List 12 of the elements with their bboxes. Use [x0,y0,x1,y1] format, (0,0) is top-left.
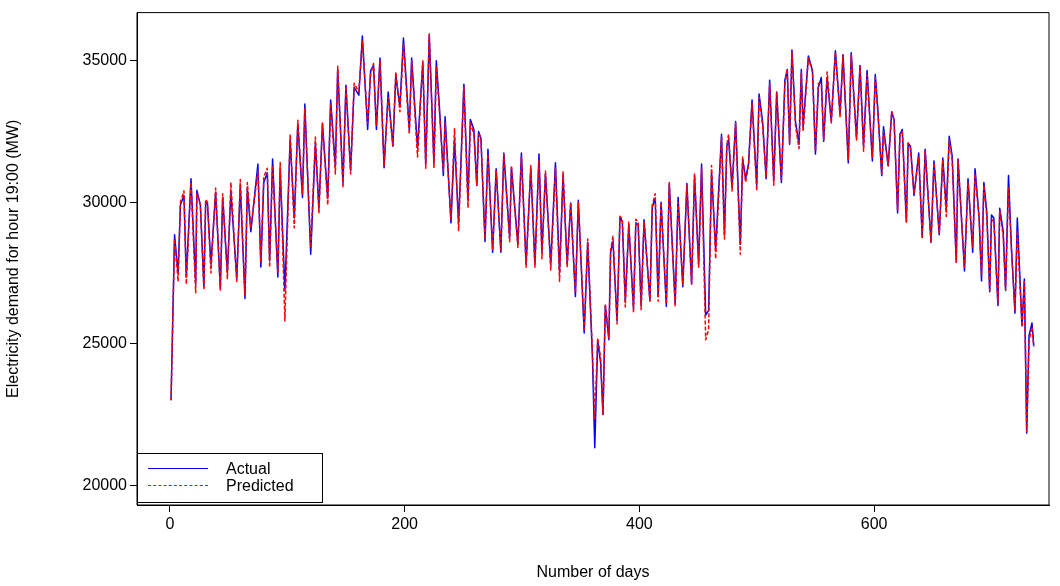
legend-label: Actual [226,459,271,477]
x-tick-label: 400 [626,515,653,533]
x-axis-title: Number of days [536,562,650,580]
x-tick-label: 600 [860,515,888,533]
x-tick-label: 0 [165,515,175,533]
y-tick-label: 35000 [82,51,128,69]
x-tick-label: 200 [391,515,419,533]
y-tick-label: 20000 [82,475,128,493]
y-tick-label: 25000 [82,334,128,352]
y-axis-title: Electricity demand for hour 19:00 (MW) [4,119,22,398]
legend-label: Predicted [226,476,294,494]
y-tick-label: 30000 [82,192,128,210]
